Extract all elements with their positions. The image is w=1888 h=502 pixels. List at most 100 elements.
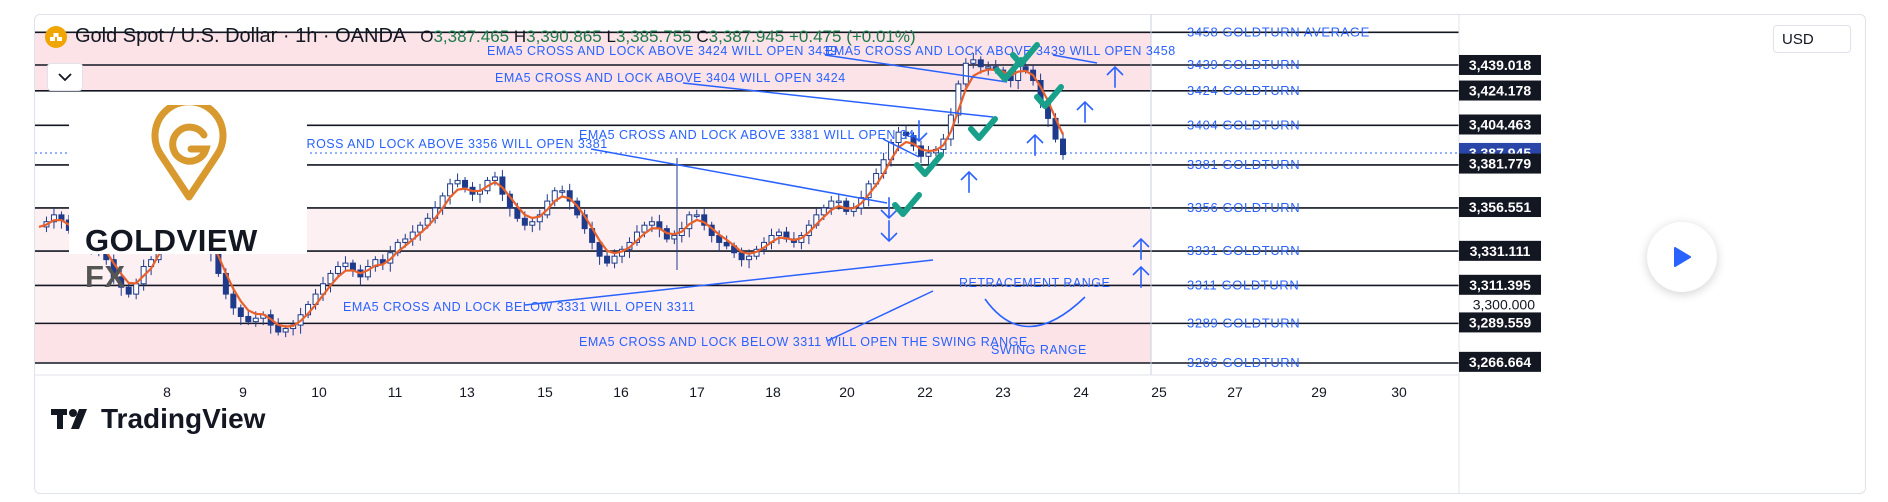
candle-body: [559, 190, 566, 193]
candle-body: [327, 272, 334, 285]
candle-body: [671, 235, 678, 240]
candle-body: [566, 190, 573, 202]
level-label-3404: 3404 GOLDTURN: [1187, 117, 1300, 132]
goldview-suffix: FX: [85, 259, 126, 294]
play-icon: [1674, 247, 1691, 267]
x-tick-label: 10: [311, 384, 327, 400]
x-tick-label: 23: [995, 384, 1011, 400]
candle-body: [334, 266, 341, 274]
annotation-arrow-0: [824, 54, 1008, 83]
ohlc-readout: O3,387.465 H3,390.865 L3,385.755 C3,387.…: [420, 27, 915, 47]
price-axis-badge-label: 3,356.551: [1469, 199, 1531, 215]
annotation-text-4: EMA5 CROSS AND LOCK ABOVE 3356 WILL OPEN…: [257, 137, 608, 151]
annotation-arrow-2: [682, 82, 994, 118]
candle-body: [454, 179, 461, 185]
price-axis-badge-label: 3,331.111: [1470, 243, 1531, 259]
level-label-3356: 3356 GOLDTURN: [1187, 200, 1300, 215]
x-tick-label: 25: [1151, 384, 1167, 400]
x-tick-label: 18: [765, 384, 781, 400]
level-label-3458: 3458 GOLDTURN AVERAGE: [1187, 24, 1370, 39]
candle-body: [125, 286, 132, 295]
candle-body: [648, 221, 655, 226]
price-axis-badge: [1459, 312, 1541, 333]
candle-body: [521, 217, 528, 226]
goldview-logo: GOLDVIEW FX: [69, 99, 307, 294]
price-axis-badge: [1459, 153, 1541, 174]
tradingview-watermark[interactable]: TradingView: [51, 403, 265, 435]
open-value: 3,387.465: [433, 26, 510, 46]
collapse-legend-button[interactable]: [47, 63, 83, 91]
candle-body: [970, 59, 977, 64]
x-tick-label: 29: [1311, 384, 1327, 400]
check-mark-icon: [994, 57, 1024, 82]
level-label-3311: 3311 GOLDTURN: [1187, 277, 1299, 292]
swing-range-arc: [984, 296, 1086, 328]
high-label: H: [513, 26, 527, 46]
x-tick-label: 8: [163, 384, 171, 400]
x-tick-label: 24: [1073, 384, 1089, 400]
annotation-arrow-1: [1052, 54, 1098, 64]
high-value: 3,390.865: [526, 26, 602, 46]
low-label: L: [606, 26, 616, 46]
candle-body: [245, 315, 252, 323]
candle-body: [1022, 66, 1029, 71]
close-value: 3,387.945: [708, 26, 785, 46]
candle-body: [252, 317, 259, 323]
price-axis-badge-label: 3,381.779: [1469, 156, 1531, 172]
candle-body: [536, 214, 543, 223]
annotation-arrow-6: [826, 290, 934, 342]
candle-body: [701, 214, 708, 226]
annotation-text-5: EMA5 CROSS AND LOCK BELOW 3331 WILL OPEN…: [343, 300, 696, 314]
candle-body: [604, 255, 611, 264]
price-axis-badge: [1459, 80, 1541, 101]
candle-body: [693, 214, 700, 217]
currency-selector[interactable]: USD: [1773, 25, 1851, 53]
symbol-title[interactable]: Gold Spot / U.S. Dollar · 1h · OANDA: [75, 25, 407, 47]
x-tick-label: 30: [1391, 384, 1407, 400]
candle-body: [962, 62, 969, 85]
price-chart[interactable]: 3458 GOLDTURN AVERAGE 3439 GOLDTURN 3424 G…: [35, 15, 1865, 493]
price-axis-badge-label: 3,311.395: [1469, 277, 1531, 293]
x-tick-label: 22: [917, 384, 933, 400]
candle-body: [1060, 138, 1066, 156]
price-axis-badge: [1459, 274, 1541, 295]
zone-1: [35, 323, 1151, 363]
goldview-logo-text: GOLDVIEW FX: [85, 223, 307, 295]
candle-body: [641, 224, 648, 233]
candle-body: [835, 200, 842, 204]
candle-body: [820, 207, 827, 216]
x-tick-label: 15: [537, 384, 553, 400]
price-axis-tick: 3,300.000: [1473, 296, 1535, 312]
check-mark-icon: [968, 116, 998, 141]
level-label-3381: 3381 GOLDTURN: [1187, 157, 1300, 172]
annotation-arrow-5: [524, 259, 934, 306]
annotation-arrow-3: [882, 138, 920, 158]
play-replay-button[interactable]: [1647, 222, 1717, 292]
tradingview-label: TradingView: [101, 403, 266, 434]
candle-body: [237, 307, 244, 317]
candle-body: [746, 255, 753, 261]
price-axis-badge: [1459, 197, 1541, 218]
x-tick-label: 11: [388, 384, 403, 400]
price-axis-badge: [1459, 240, 1541, 261]
candle-body: [955, 83, 962, 116]
candle-body: [925, 152, 932, 157]
price-axis-badge: [1459, 54, 1541, 75]
annotation-text-2: EMA5 CROSS AND LOCK ABOVE 3404 WILL OPEN…: [495, 71, 846, 85]
candle-body: [843, 200, 850, 212]
candle-body: [342, 262, 349, 268]
check-mark-icon: [914, 152, 944, 177]
x-tick-label: 16: [613, 384, 629, 400]
candle-body: [917, 145, 924, 157]
level-label-3424: 3424 GOLDTURN: [1187, 83, 1300, 98]
x-tick-label: 20: [839, 384, 855, 400]
candle-body: [738, 252, 745, 261]
check-mark-icon: [892, 192, 922, 217]
candle-body: [895, 131, 902, 144]
level-label-3289: 3289 GOLDTURN: [1187, 315, 1300, 330]
candle-body: [349, 262, 356, 271]
candle-body: [977, 59, 984, 68]
x-tick-label: 17: [689, 384, 705, 400]
candle-body: [529, 221, 536, 226]
low-value: 3,385.755: [615, 26, 692, 46]
